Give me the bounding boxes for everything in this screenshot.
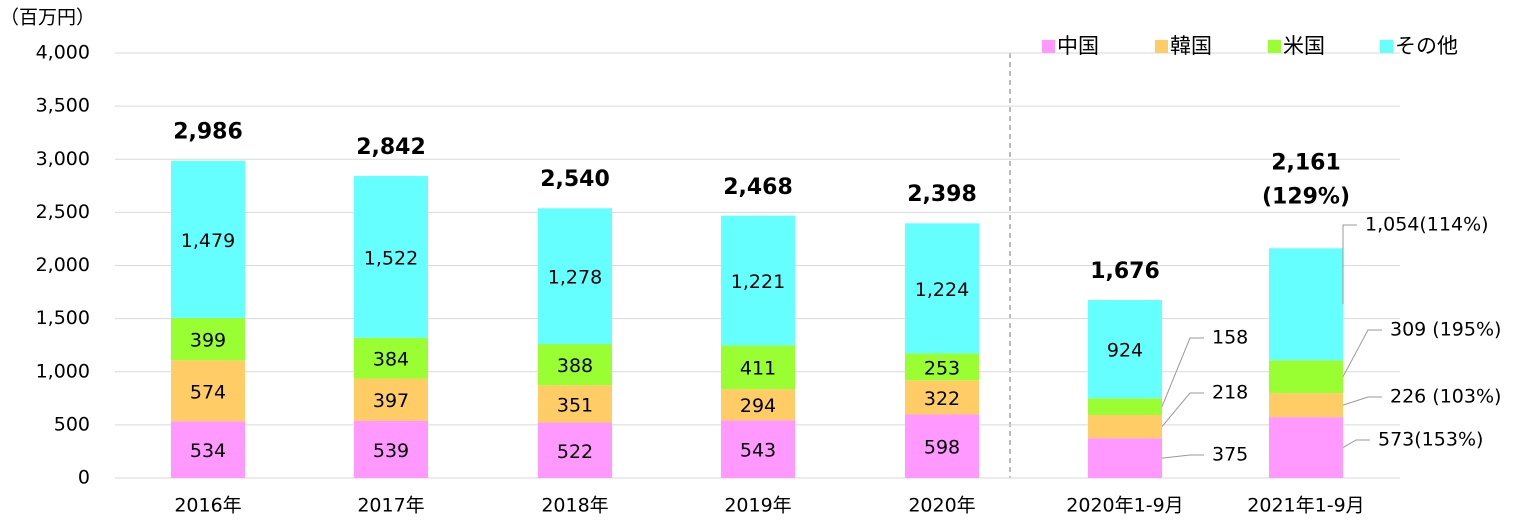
legend-swatch — [1268, 40, 1281, 53]
y-tick-label: 4,000 — [36, 42, 90, 64]
leader-line — [1342, 224, 1357, 305]
data-label: 543 — [740, 440, 776, 462]
leader-line — [1161, 454, 1204, 459]
leader-line — [1342, 329, 1382, 377]
data-label: 397 — [373, 390, 409, 412]
data-label: 294 — [740, 395, 776, 417]
data-label: 539 — [373, 440, 409, 462]
y-tick-label: 2,000 — [36, 254, 90, 276]
bar-segment — [721, 420, 795, 478]
total-label: 2,842 — [356, 135, 426, 160]
bar-segment — [1269, 360, 1343, 394]
legend-label: 米国 — [1283, 34, 1325, 58]
data-label: 1,479 — [181, 230, 235, 252]
data-label: 226 (103%) — [1390, 386, 1501, 408]
data-label: 322 — [924, 388, 960, 410]
bar-segment — [1088, 398, 1162, 415]
bar-segment — [354, 176, 428, 338]
bar-segment — [171, 160, 245, 318]
data-label: 158 — [1212, 327, 1248, 349]
data-label: 534 — [190, 440, 226, 462]
total-label: 1,676 — [1090, 259, 1160, 284]
bar-segment — [905, 223, 979, 354]
bar-segment — [1088, 300, 1162, 399]
data-label: 1,522 — [364, 247, 418, 269]
bar-segment — [721, 215, 795, 346]
data-label: 1,224 — [915, 279, 969, 301]
bar-segment — [354, 378, 428, 421]
y-tick-label: 500 — [54, 413, 90, 435]
total-growth-label: (129%) — [1262, 184, 1350, 209]
data-label: 1,054(114%) — [1365, 214, 1489, 236]
bar-segment — [721, 345, 795, 390]
data-label: 1,278 — [548, 267, 602, 289]
total-label: 2,468 — [723, 175, 793, 200]
bar-segment — [1088, 414, 1162, 439]
data-label: 253 — [924, 357, 960, 379]
y-tick-label: 1,500 — [36, 307, 90, 329]
bar-segment — [538, 385, 612, 423]
x-tick-label: 2021年1-9月 — [1247, 495, 1364, 517]
data-label: 573(153%) — [1378, 429, 1483, 451]
data-label: 598 — [924, 437, 960, 459]
total-label: 2,161 — [1271, 150, 1341, 175]
bar-segment — [721, 389, 795, 421]
leader-line — [1161, 392, 1204, 427]
legend-swatch — [1380, 40, 1393, 53]
data-label: 351 — [557, 394, 593, 416]
legend-label: 中国 — [1057, 34, 1099, 58]
y-tick-label: 3,000 — [36, 148, 90, 170]
bar-segment — [171, 421, 245, 478]
y-tick-label: 2,500 — [36, 201, 90, 223]
bar-segment — [171, 317, 245, 361]
legend-label: 韓国 — [1170, 34, 1212, 58]
legend-label: その他 — [1395, 34, 1458, 58]
bar-segment — [171, 360, 245, 422]
x-tick-label: 2016年 — [174, 495, 241, 517]
total-label: 2,398 — [907, 182, 977, 207]
bar-segment — [538, 208, 612, 345]
x-tick-label: 2019年 — [724, 495, 791, 517]
data-label: 384 — [373, 349, 409, 371]
bar-segment — [905, 353, 979, 381]
bar-segment — [1088, 438, 1162, 478]
unit-label: （百万円） — [0, 7, 95, 29]
data-label: 309 (195%) — [1390, 319, 1501, 341]
leader-line — [1342, 396, 1382, 406]
data-label: 399 — [190, 330, 226, 352]
bar-segment — [354, 420, 428, 478]
total-label: 2,986 — [173, 120, 243, 145]
bar-segment — [354, 337, 428, 379]
bar-segment — [1269, 417, 1343, 478]
bar-segment — [1269, 393, 1343, 418]
y-tick-label: 3,500 — [36, 95, 90, 117]
bar-segment — [538, 422, 612, 478]
data-label: 388 — [557, 355, 593, 377]
data-label: 924 — [1107, 340, 1143, 362]
data-label: 522 — [557, 441, 593, 463]
x-tick-label: 2017年 — [357, 495, 424, 517]
legend-swatch — [1042, 40, 1055, 53]
leader-line — [1161, 337, 1204, 407]
bar-segment — [1269, 248, 1343, 361]
data-label: 574 — [190, 381, 226, 403]
bar-segment — [905, 380, 979, 415]
x-tick-label: 2020年1-9月 — [1066, 495, 1183, 517]
x-tick-label: 2018年 — [541, 495, 608, 517]
bar-segment — [905, 414, 979, 478]
x-tick-label: 2020年 — [908, 495, 975, 517]
bar-segment — [538, 344, 612, 386]
data-label: 1,221 — [731, 271, 785, 293]
total-label: 2,540 — [540, 167, 610, 192]
legend-swatch — [1155, 40, 1168, 53]
y-tick-label: 1,000 — [36, 360, 90, 382]
data-label: 375 — [1212, 444, 1248, 466]
leader-line — [1342, 439, 1370, 448]
data-label: 411 — [740, 358, 776, 380]
y-tick-label: 0 — [78, 467, 90, 489]
data-label: 218 — [1212, 382, 1248, 404]
